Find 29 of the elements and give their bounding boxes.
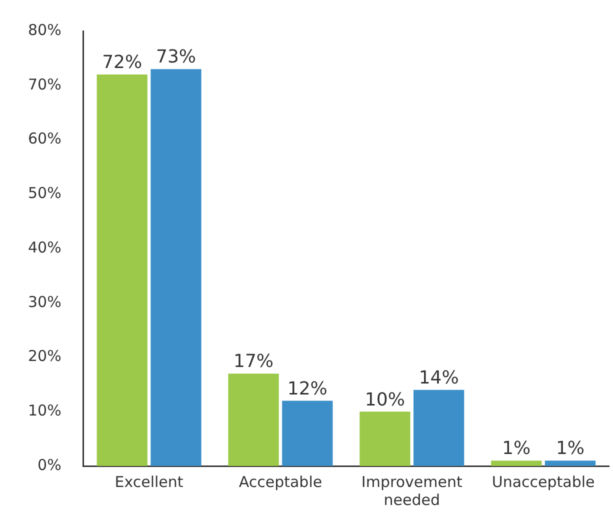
bar: [282, 400, 333, 466]
y-tick-label: 30%: [28, 292, 62, 311]
y-tick-label: 70%: [28, 75, 62, 94]
bar: [413, 390, 464, 466]
bar: [360, 412, 410, 466]
data-label: 72%: [102, 52, 142, 74]
data-label: 73%: [156, 46, 196, 68]
y-tick-label: 80%: [28, 20, 62, 39]
bar: [228, 374, 279, 466]
bar: [544, 460, 596, 466]
x-tick-label: Excellent: [114, 472, 184, 491]
y-tick-label: 0%: [38, 456, 62, 474]
y-tick-label: 60%: [28, 130, 62, 148]
x-tick-label: Acceptable: [238, 472, 322, 491]
y-tick-label: 10%: [28, 402, 62, 420]
x-tick-label: Improvement needed: [361, 472, 462, 509]
data-label: 1%: [556, 438, 585, 460]
bar: [96, 74, 148, 466]
y-tick-label: 50%: [28, 184, 62, 202]
bar: [150, 69, 202, 466]
bar: [491, 460, 542, 466]
x-tick-label: Unacceptable: [492, 472, 595, 491]
data-label: 1%: [502, 438, 531, 460]
data-label: 17%: [234, 351, 274, 372]
y-tick-label: 40%: [28, 238, 62, 256]
y-tick-label: 20%: [28, 347, 62, 366]
data-label: 12%: [287, 378, 328, 400]
data-label: 10%: [364, 389, 405, 410]
data-label: 14%: [418, 368, 459, 389]
